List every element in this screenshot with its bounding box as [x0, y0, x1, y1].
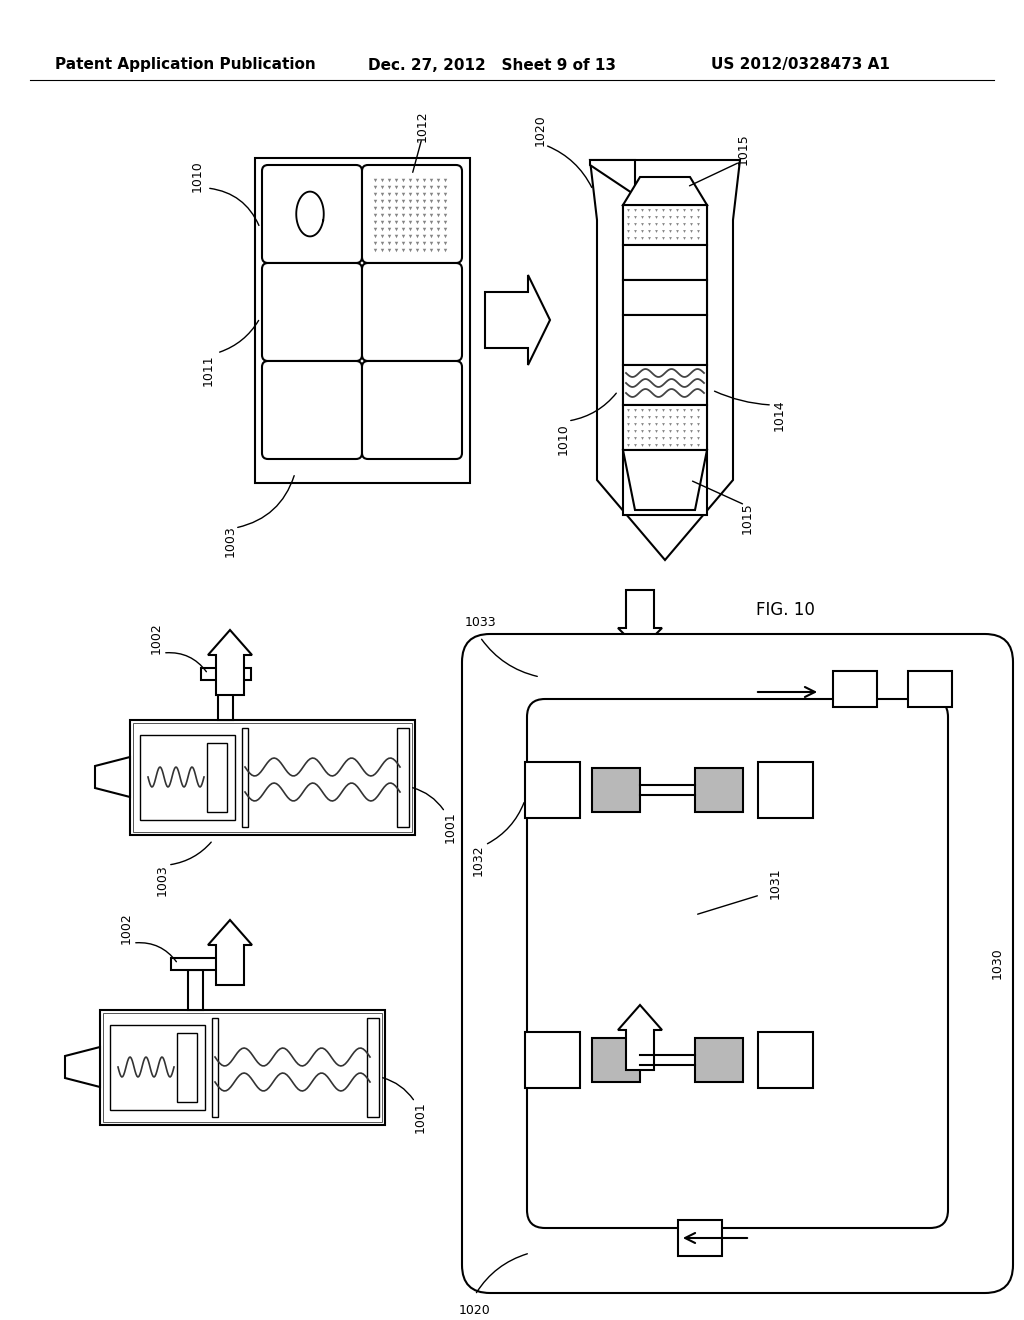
FancyBboxPatch shape [462, 634, 1013, 1294]
Bar [525, 1032, 580, 1088]
Bar [623, 246, 707, 280]
Polygon shape [618, 1005, 662, 1071]
Bar [130, 719, 415, 836]
Bar [201, 668, 251, 680]
Text: 1020: 1020 [459, 1304, 490, 1316]
Text: 1032: 1032 [471, 845, 484, 875]
Text: 1015: 1015 [740, 502, 754, 533]
FancyBboxPatch shape [362, 165, 462, 263]
Bar [188, 970, 203, 1010]
Text: 1011: 1011 [202, 354, 214, 385]
Text: 1002: 1002 [150, 622, 163, 653]
Bar [242, 729, 248, 828]
Text: 1020: 1020 [534, 114, 547, 147]
Bar [397, 729, 409, 828]
Bar [833, 671, 877, 708]
FancyBboxPatch shape [262, 360, 362, 459]
Polygon shape [590, 160, 635, 195]
Polygon shape [590, 160, 740, 560]
Bar [623, 205, 707, 246]
Bar [678, 1220, 722, 1257]
FancyBboxPatch shape [262, 165, 362, 263]
Text: 1012: 1012 [416, 110, 428, 141]
Bar [140, 735, 234, 820]
Bar [623, 366, 707, 405]
Bar [100, 1010, 385, 1125]
Bar [623, 280, 707, 315]
Text: 1033: 1033 [464, 615, 496, 628]
Polygon shape [65, 1047, 100, 1086]
Polygon shape [208, 920, 252, 985]
Text: Patent Application Publication: Patent Application Publication [54, 58, 315, 73]
Bar [103, 1012, 382, 1122]
Bar [695, 768, 743, 812]
Polygon shape [623, 177, 707, 205]
Bar [592, 1038, 640, 1082]
Text: 1003: 1003 [223, 525, 237, 557]
Bar [218, 680, 233, 719]
Bar [695, 1038, 743, 1082]
Text: US 2012/0328473 A1: US 2012/0328473 A1 [711, 58, 890, 73]
Text: 1015: 1015 [736, 133, 750, 165]
Bar [110, 1026, 205, 1110]
Text: FIG. 10: FIG. 10 [756, 601, 814, 619]
Bar [177, 1034, 197, 1102]
Polygon shape [208, 630, 252, 696]
Text: 1010: 1010 [556, 424, 569, 455]
Bar [592, 768, 640, 812]
Bar [133, 723, 412, 832]
Polygon shape [485, 275, 550, 366]
Bar [758, 1032, 813, 1088]
Text: 1001: 1001 [443, 810, 457, 843]
Text: 1001: 1001 [414, 1101, 427, 1133]
Text: 1002: 1002 [120, 912, 132, 944]
Bar [367, 1018, 379, 1117]
FancyBboxPatch shape [527, 700, 948, 1228]
Bar [623, 315, 707, 366]
Text: 1014: 1014 [772, 399, 785, 430]
Polygon shape [95, 756, 130, 797]
Bar [623, 405, 707, 450]
Bar [758, 762, 813, 818]
FancyBboxPatch shape [362, 360, 462, 459]
Bar [207, 743, 227, 812]
Bar [908, 671, 952, 708]
Text: 1030: 1030 [990, 948, 1004, 979]
Text: 1010: 1010 [190, 160, 204, 191]
Bar [623, 205, 707, 515]
Polygon shape [623, 450, 707, 510]
Polygon shape [618, 590, 662, 649]
FancyBboxPatch shape [262, 263, 362, 360]
Bar [171, 958, 221, 970]
Bar [255, 158, 470, 483]
Text: 1031: 1031 [768, 867, 781, 899]
FancyBboxPatch shape [362, 263, 462, 360]
Bar [525, 762, 580, 818]
Text: 1003: 1003 [156, 865, 169, 896]
Text: Dec. 27, 2012   Sheet 9 of 13: Dec. 27, 2012 Sheet 9 of 13 [368, 58, 616, 73]
Bar [212, 1018, 218, 1117]
